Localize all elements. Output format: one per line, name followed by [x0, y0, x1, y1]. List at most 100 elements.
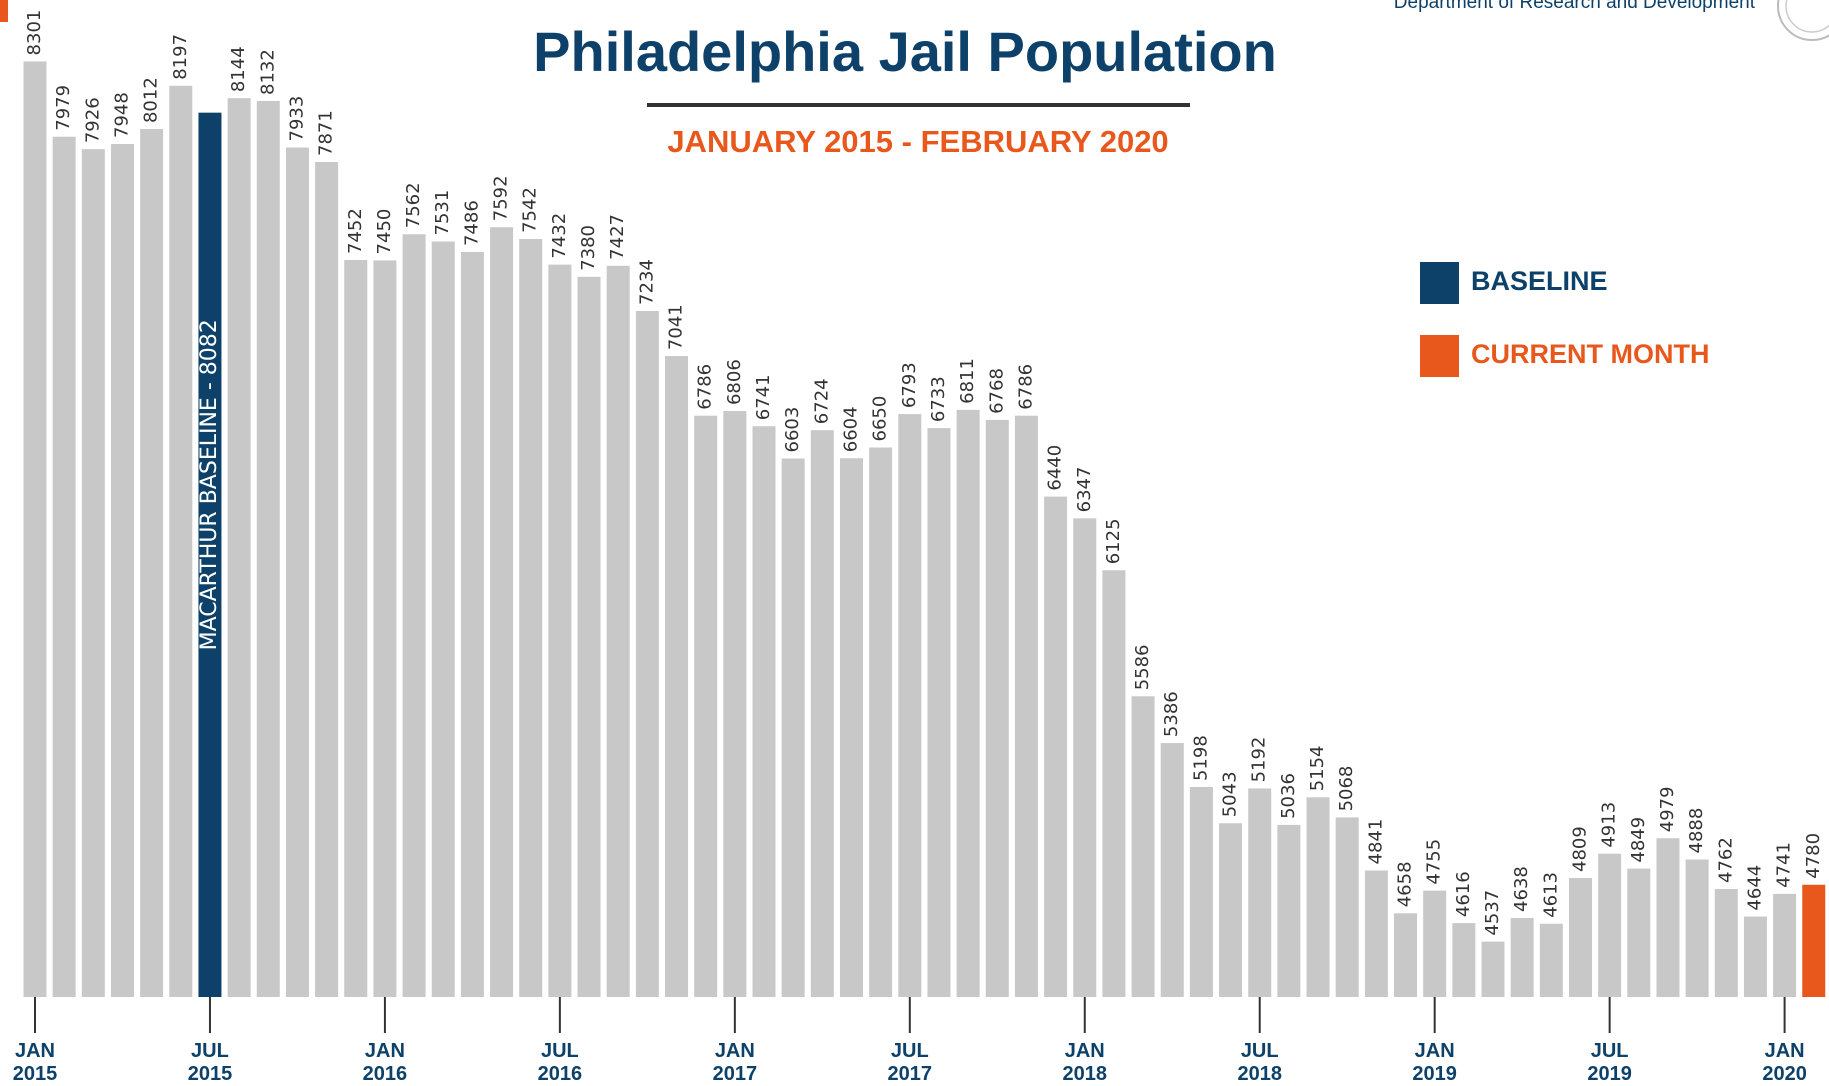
annotation: MACARTHUR BASELINE - 8082	[197, 319, 222, 650]
bar	[810, 430, 834, 997]
bar	[1335, 817, 1359, 997]
bar	[635, 310, 659, 997]
value-label: 7531	[432, 190, 453, 236]
value-label: 5154	[1307, 745, 1328, 791]
x-tick-label: JUL 2015	[187, 1040, 233, 1085]
value-label: 5043	[1220, 771, 1241, 817]
bar	[694, 415, 718, 997]
bar	[665, 356, 689, 998]
value-label: 6741	[753, 374, 774, 420]
value-label: 6793	[899, 362, 920, 408]
value-label: 6650	[870, 396, 891, 442]
bar	[1014, 415, 1038, 997]
x-tick-label: JAN 2016	[362, 1040, 408, 1085]
bar	[1452, 923, 1476, 997]
value-label: 7450	[374, 209, 395, 255]
value-label: 5586	[1132, 644, 1153, 690]
value-label: 6806	[724, 359, 745, 405]
bar	[140, 129, 164, 998]
value-label: 7041	[666, 304, 687, 350]
value-label: 4762	[1715, 837, 1736, 883]
bar	[1044, 496, 1068, 997]
bar	[781, 458, 805, 997]
seal	[1785, 0, 1829, 33]
value-label: 6125	[1103, 518, 1124, 564]
value-label: 7452	[345, 208, 366, 254]
value-label: 6724	[811, 378, 832, 424]
value-label: 7427	[607, 214, 628, 260]
bar	[1306, 797, 1330, 997]
bar	[1627, 868, 1651, 997]
bar	[1248, 788, 1272, 997]
bar	[52, 136, 76, 997]
value-label: 4849	[1628, 817, 1649, 863]
bar	[519, 238, 543, 997]
bar	[110, 143, 134, 997]
value-label: 4913	[1599, 802, 1620, 848]
value-label: 4638	[1511, 866, 1532, 912]
value-label: 4888	[1686, 808, 1707, 854]
value-label: 5386	[1161, 691, 1182, 737]
x-tick-label: JUL 2019	[1587, 1040, 1632, 1085]
value-label: 6733	[928, 376, 949, 422]
bar	[1714, 888, 1738, 997]
value-label: 4809	[1569, 826, 1590, 872]
bar	[198, 112, 222, 998]
bar	[315, 162, 339, 998]
value-label: 6604	[840, 406, 861, 452]
value-label: 5036	[1278, 773, 1299, 819]
bar	[606, 265, 630, 997]
bar	[81, 149, 105, 998]
bar	[956, 409, 980, 997]
value-label: 8301	[24, 10, 45, 56]
value-label: 7542	[520, 187, 541, 233]
bar	[1773, 893, 1797, 997]
value-label: 6811	[957, 358, 978, 404]
bar	[1189, 787, 1213, 997]
bar	[577, 276, 601, 997]
bar	[227, 98, 251, 997]
bar	[23, 61, 47, 998]
value-label: 7234	[636, 259, 657, 305]
bar	[1685, 859, 1709, 997]
bar	[402, 234, 426, 997]
value-label: 8197	[170, 34, 191, 80]
value-label: 4616	[1453, 871, 1474, 917]
bar	[256, 100, 280, 998]
value-label: 8144	[228, 46, 249, 92]
seal	[1777, 0, 1829, 41]
bar	[1510, 917, 1534, 997]
x-tick-label: JUL 2017	[887, 1040, 933, 1085]
x-tick-label: JAN 2018	[1062, 1040, 1108, 1085]
value-label: 6347	[1074, 467, 1095, 513]
bar	[1568, 877, 1592, 997]
value-label: 8012	[141, 77, 162, 123]
chart-subtitle: JANUARY 2015 - FEBRUARY 2020	[667, 124, 1168, 159]
bar	[285, 147, 309, 997]
bar	[1423, 890, 1447, 997]
bar	[1481, 941, 1505, 997]
value-label: 7486	[461, 200, 482, 246]
legend-swatch	[1420, 335, 1459, 377]
bar	[1598, 853, 1622, 997]
value-label: 8132	[257, 49, 278, 95]
bar	[1277, 824, 1301, 997]
value-label: 7871	[316, 110, 337, 156]
bar	[1656, 838, 1680, 997]
bar	[1160, 743, 1184, 997]
bar	[752, 426, 776, 997]
x-tick-label: JUL 2016	[537, 1040, 583, 1085]
value-label: 4537	[1482, 890, 1503, 936]
bar	[1131, 696, 1155, 997]
bar	[1364, 870, 1388, 997]
value-label: 7432	[549, 213, 570, 259]
value-label: 4841	[1365, 819, 1386, 865]
chart-title: Philadelphia Jail Population	[533, 20, 1277, 83]
value-label: 6768	[986, 368, 1007, 414]
bar	[1102, 570, 1126, 997]
value-label: 4755	[1424, 839, 1445, 885]
bar	[490, 227, 514, 998]
value-label: 5198	[1190, 735, 1211, 781]
value-label: 7592	[491, 175, 512, 221]
